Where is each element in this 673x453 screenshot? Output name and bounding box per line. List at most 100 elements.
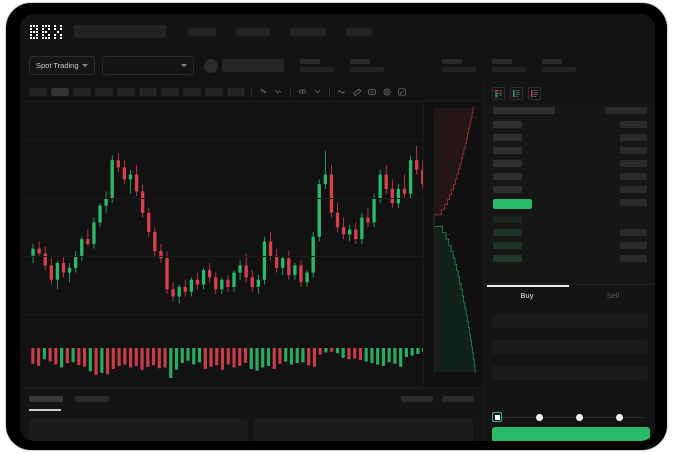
pair-name-skeleton: [221, 59, 284, 72]
stepper-step-2[interactable]: [536, 413, 543, 421]
timeframe-pill-1[interactable]: [29, 87, 47, 96]
toolbar-divider: [329, 86, 330, 97]
timeframe-pill-10[interactable]: [227, 87, 245, 96]
device-bezel: Spot Trading: [5, 2, 668, 451]
active-tab-underline: [29, 409, 61, 411]
buy-sell-tab-bar: Buy Sell: [484, 284, 655, 308]
order-form-field-amount[interactable]: [492, 340, 648, 354]
okx-logo-icon[interactable]: [30, 24, 62, 39]
orderbook-both-icon[interactable]: [492, 87, 505, 100]
orderbook-bid-row[interactable]: [493, 216, 522, 223]
orderbook-mid-price: [493, 199, 532, 209]
orders-actions: [401, 396, 474, 402]
order-book-list[interactable]: [484, 104, 655, 284]
bottom-action-1[interactable]: [401, 396, 433, 402]
nav-item-2[interactable]: [236, 27, 270, 36]
orderbook-header-right: [605, 107, 647, 114]
stat-high-24h: [441, 59, 476, 72]
order-entry-form: [484, 308, 655, 408]
timeframe-pill-5[interactable]: [117, 87, 135, 96]
stat-volume-24h: [541, 59, 576, 72]
nav-item-3[interactable]: [290, 27, 326, 36]
gridline: [20, 198, 483, 199]
orders-content-right: [254, 419, 473, 441]
price-chart-area[interactable]: [20, 102, 483, 387]
orderbook-ask-row[interactable]: [493, 173, 522, 180]
toolbar-divider: [251, 86, 252, 97]
bottom-tab-open-orders[interactable]: [29, 396, 63, 402]
bottom-tab-order-history[interactable]: [75, 396, 109, 402]
top-navigation-bar: [20, 14, 655, 49]
orderbook-amount-cell: [620, 186, 647, 193]
compare-icon[interactable]: [312, 87, 323, 96]
wave-icon[interactable]: [336, 87, 347, 96]
indicators-icon[interactable]: [297, 87, 308, 96]
active-trade-tab-underline: [487, 285, 569, 287]
orderbook-ask-row[interactable]: [493, 134, 522, 141]
tab-buy[interactable]: Buy: [520, 291, 534, 300]
timeframe-pill-2[interactable]: [51, 87, 69, 96]
gridline: [20, 314, 483, 315]
orders-panel: [20, 387, 483, 441]
search-input[interactable]: [74, 25, 166, 38]
orderbook-ask-row[interactable]: [493, 121, 522, 128]
tab-sell[interactable]: Sell: [606, 291, 620, 300]
orderbook-amount-cell: [620, 229, 647, 236]
orderbook-bids-icon[interactable]: [510, 87, 523, 100]
candlestick-icon[interactable]: [258, 87, 269, 96]
order-book-panel: Buy Sell: [483, 82, 655, 441]
timeframe-pill-4[interactable]: [95, 87, 113, 96]
fullscreen-icon[interactable]: [396, 87, 407, 97]
timeframe-pill-7[interactable]: [161, 87, 179, 96]
gridline: [20, 140, 483, 141]
undo-icon[interactable]: [381, 87, 392, 97]
orderbook-bid-row[interactable]: [493, 255, 522, 262]
toolbar-divider: [290, 86, 291, 97]
line-chart-icon[interactable]: [273, 87, 284, 96]
orders-content-left: [29, 419, 248, 441]
stepper-step-3[interactable]: [576, 413, 583, 421]
stepper-step-1-current[interactable]: [492, 412, 502, 422]
timeframe-pill-6[interactable]: [139, 87, 157, 96]
order-form-field-total[interactable]: [492, 366, 648, 380]
orderbook-bid-row[interactable]: [493, 229, 522, 236]
orderbook-amount-cell: [620, 121, 647, 128]
orderbook-mode-selector: [484, 82, 655, 100]
order-form-field-price[interactable]: [492, 314, 648, 328]
market-type-label: Spot Trading: [36, 61, 79, 70]
orderbook-ask-row[interactable]: [493, 186, 522, 193]
nav-items: [188, 27, 372, 36]
bottom-action-2[interactable]: [442, 396, 474, 402]
nav-item-1[interactable]: [188, 27, 216, 36]
volume-histogram: [31, 348, 437, 378]
orderbook-ask-row[interactable]: [493, 147, 522, 154]
orderbook-bid-row[interactable]: [493, 242, 522, 249]
depth-chart-overlay[interactable]: [423, 102, 483, 387]
market-sub-header: Spot Trading: [20, 49, 655, 82]
alert-icon[interactable]: [366, 87, 377, 97]
chart-toolbar: [20, 82, 483, 102]
chevron-down-icon: [81, 64, 88, 67]
onboarding-stepper: [492, 412, 650, 422]
orderbook-asks-icon[interactable]: [528, 87, 541, 100]
stepper-step-4[interactable]: [616, 413, 623, 421]
chart-gridlines: [20, 102, 483, 332]
orderbook-ask-row[interactable]: [493, 160, 522, 167]
primary-cta-button[interactable]: [492, 427, 650, 441]
stat-low-24h: [491, 59, 526, 72]
depth-series: [433, 107, 476, 380]
pair-avatar: [203, 58, 218, 73]
app-screen: Spot Trading: [20, 14, 655, 441]
chevron-down-icon: [180, 64, 187, 67]
nav-item-4[interactable]: [346, 27, 372, 36]
trading-pair-select[interactable]: [101, 56, 194, 75]
timeframe-pill-3[interactable]: [73, 87, 91, 96]
stepper-track: [498, 416, 644, 418]
orderbook-amount-cell: [620, 160, 647, 167]
orderbook-amount-cell: [620, 242, 647, 249]
ruler-icon[interactable]: [351, 87, 362, 97]
market-type-dropdown[interactable]: Spot Trading: [29, 56, 95, 75]
timeframe-pill-9[interactable]: [205, 87, 223, 96]
stat-change-24h: [349, 59, 384, 72]
timeframe-pill-8[interactable]: [183, 87, 201, 96]
